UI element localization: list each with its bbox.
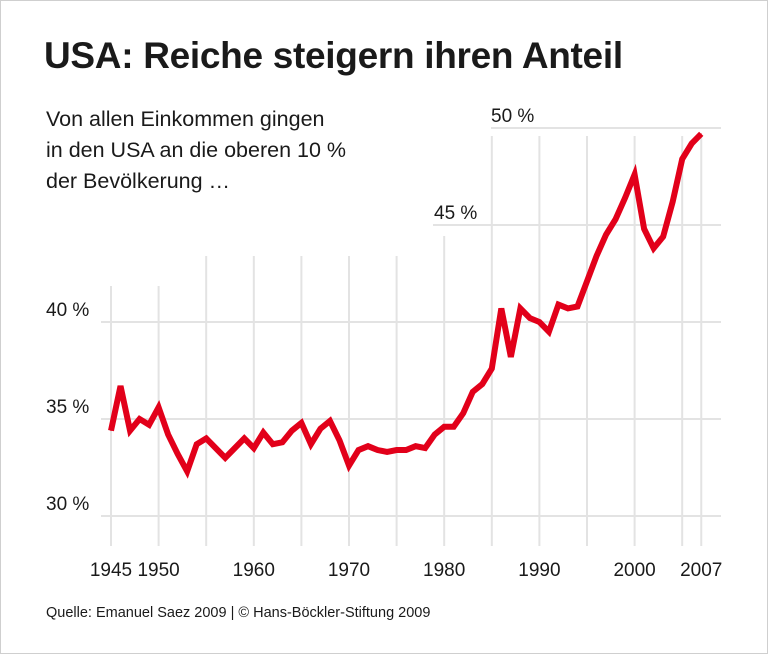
data-point — [243, 437, 245, 439]
data-point — [367, 445, 369, 447]
y-tick-label: 45 % — [434, 203, 477, 224]
data-point — [224, 457, 226, 459]
data-point — [443, 426, 445, 428]
data-point — [424, 447, 426, 449]
data-point — [491, 368, 493, 370]
data-point — [148, 424, 150, 426]
data-point — [272, 443, 274, 445]
data-point — [462, 412, 464, 414]
data-point — [615, 218, 617, 220]
y-tick-label: 50 % — [491, 106, 534, 127]
data-point — [196, 443, 198, 445]
data-point — [662, 236, 664, 238]
data-point — [300, 422, 302, 424]
x-tick-label: 1990 — [518, 560, 560, 581]
data-point — [453, 426, 455, 428]
data-point — [139, 418, 141, 420]
data-point — [158, 406, 160, 408]
data-point — [519, 307, 521, 309]
data-point — [186, 470, 188, 472]
x-tick-label: 2000 — [613, 560, 655, 581]
data-point — [329, 420, 331, 422]
data-point — [643, 228, 645, 230]
data-point — [681, 158, 683, 160]
data-point — [624, 197, 626, 199]
chart-subtitle: Von allen Einkommen gingen in den USA an… — [46, 107, 347, 193]
data-point — [481, 383, 483, 385]
data-point — [415, 445, 417, 447]
data-point — [434, 434, 436, 436]
data-point — [338, 439, 340, 441]
x-tick-label: 1960 — [233, 560, 275, 581]
data-point — [310, 443, 312, 445]
data-point — [500, 307, 502, 309]
data-point — [377, 449, 379, 451]
data-point — [576, 305, 578, 307]
data-point — [557, 304, 559, 306]
data-point — [253, 447, 255, 449]
data-point — [262, 432, 264, 434]
data-point — [653, 247, 655, 249]
data-point — [700, 133, 702, 135]
source-note: Quelle: Emanuel Saez 2009 | © Hans-Böckl… — [46, 605, 431, 621]
x-tick-label: 1945 — [90, 560, 132, 581]
chart-title: USA: Reiche steigern ihren Anteil — [44, 35, 623, 76]
data-point — [634, 174, 636, 176]
data-point — [358, 449, 360, 451]
data-point — [120, 385, 122, 387]
x-tick-label: 1980 — [423, 560, 465, 581]
data-line-top10-share — [108, 131, 704, 479]
data-point — [586, 280, 588, 282]
data-point — [538, 321, 540, 323]
y-tick-label: 35 % — [46, 397, 89, 418]
data-point — [405, 449, 407, 451]
data-point — [386, 451, 388, 453]
data-point — [596, 255, 598, 257]
data-point — [167, 434, 169, 436]
data-point — [691, 143, 693, 145]
data-point — [281, 441, 283, 443]
y-tick-label: 30 % — [46, 494, 89, 515]
data-point — [110, 430, 112, 432]
data-point — [348, 465, 350, 467]
data-point — [319, 428, 321, 430]
data-point — [472, 391, 474, 393]
x-tick-label: 1970 — [328, 560, 370, 581]
data-point — [177, 453, 179, 455]
data-point — [215, 447, 217, 449]
data-point — [129, 430, 131, 432]
data-point — [529, 317, 531, 319]
x-tick-label: 2007 — [680, 560, 722, 581]
data-point — [672, 201, 674, 203]
data-point — [291, 430, 293, 432]
data-point — [605, 234, 607, 236]
data-point — [510, 356, 512, 358]
data-point — [234, 447, 236, 449]
data-point — [396, 449, 398, 451]
data-point — [567, 307, 569, 309]
x-tick-label: 1950 — [137, 560, 179, 581]
y-tick-label: 40 % — [46, 300, 89, 321]
data-point — [205, 437, 207, 439]
data-point — [548, 331, 550, 333]
